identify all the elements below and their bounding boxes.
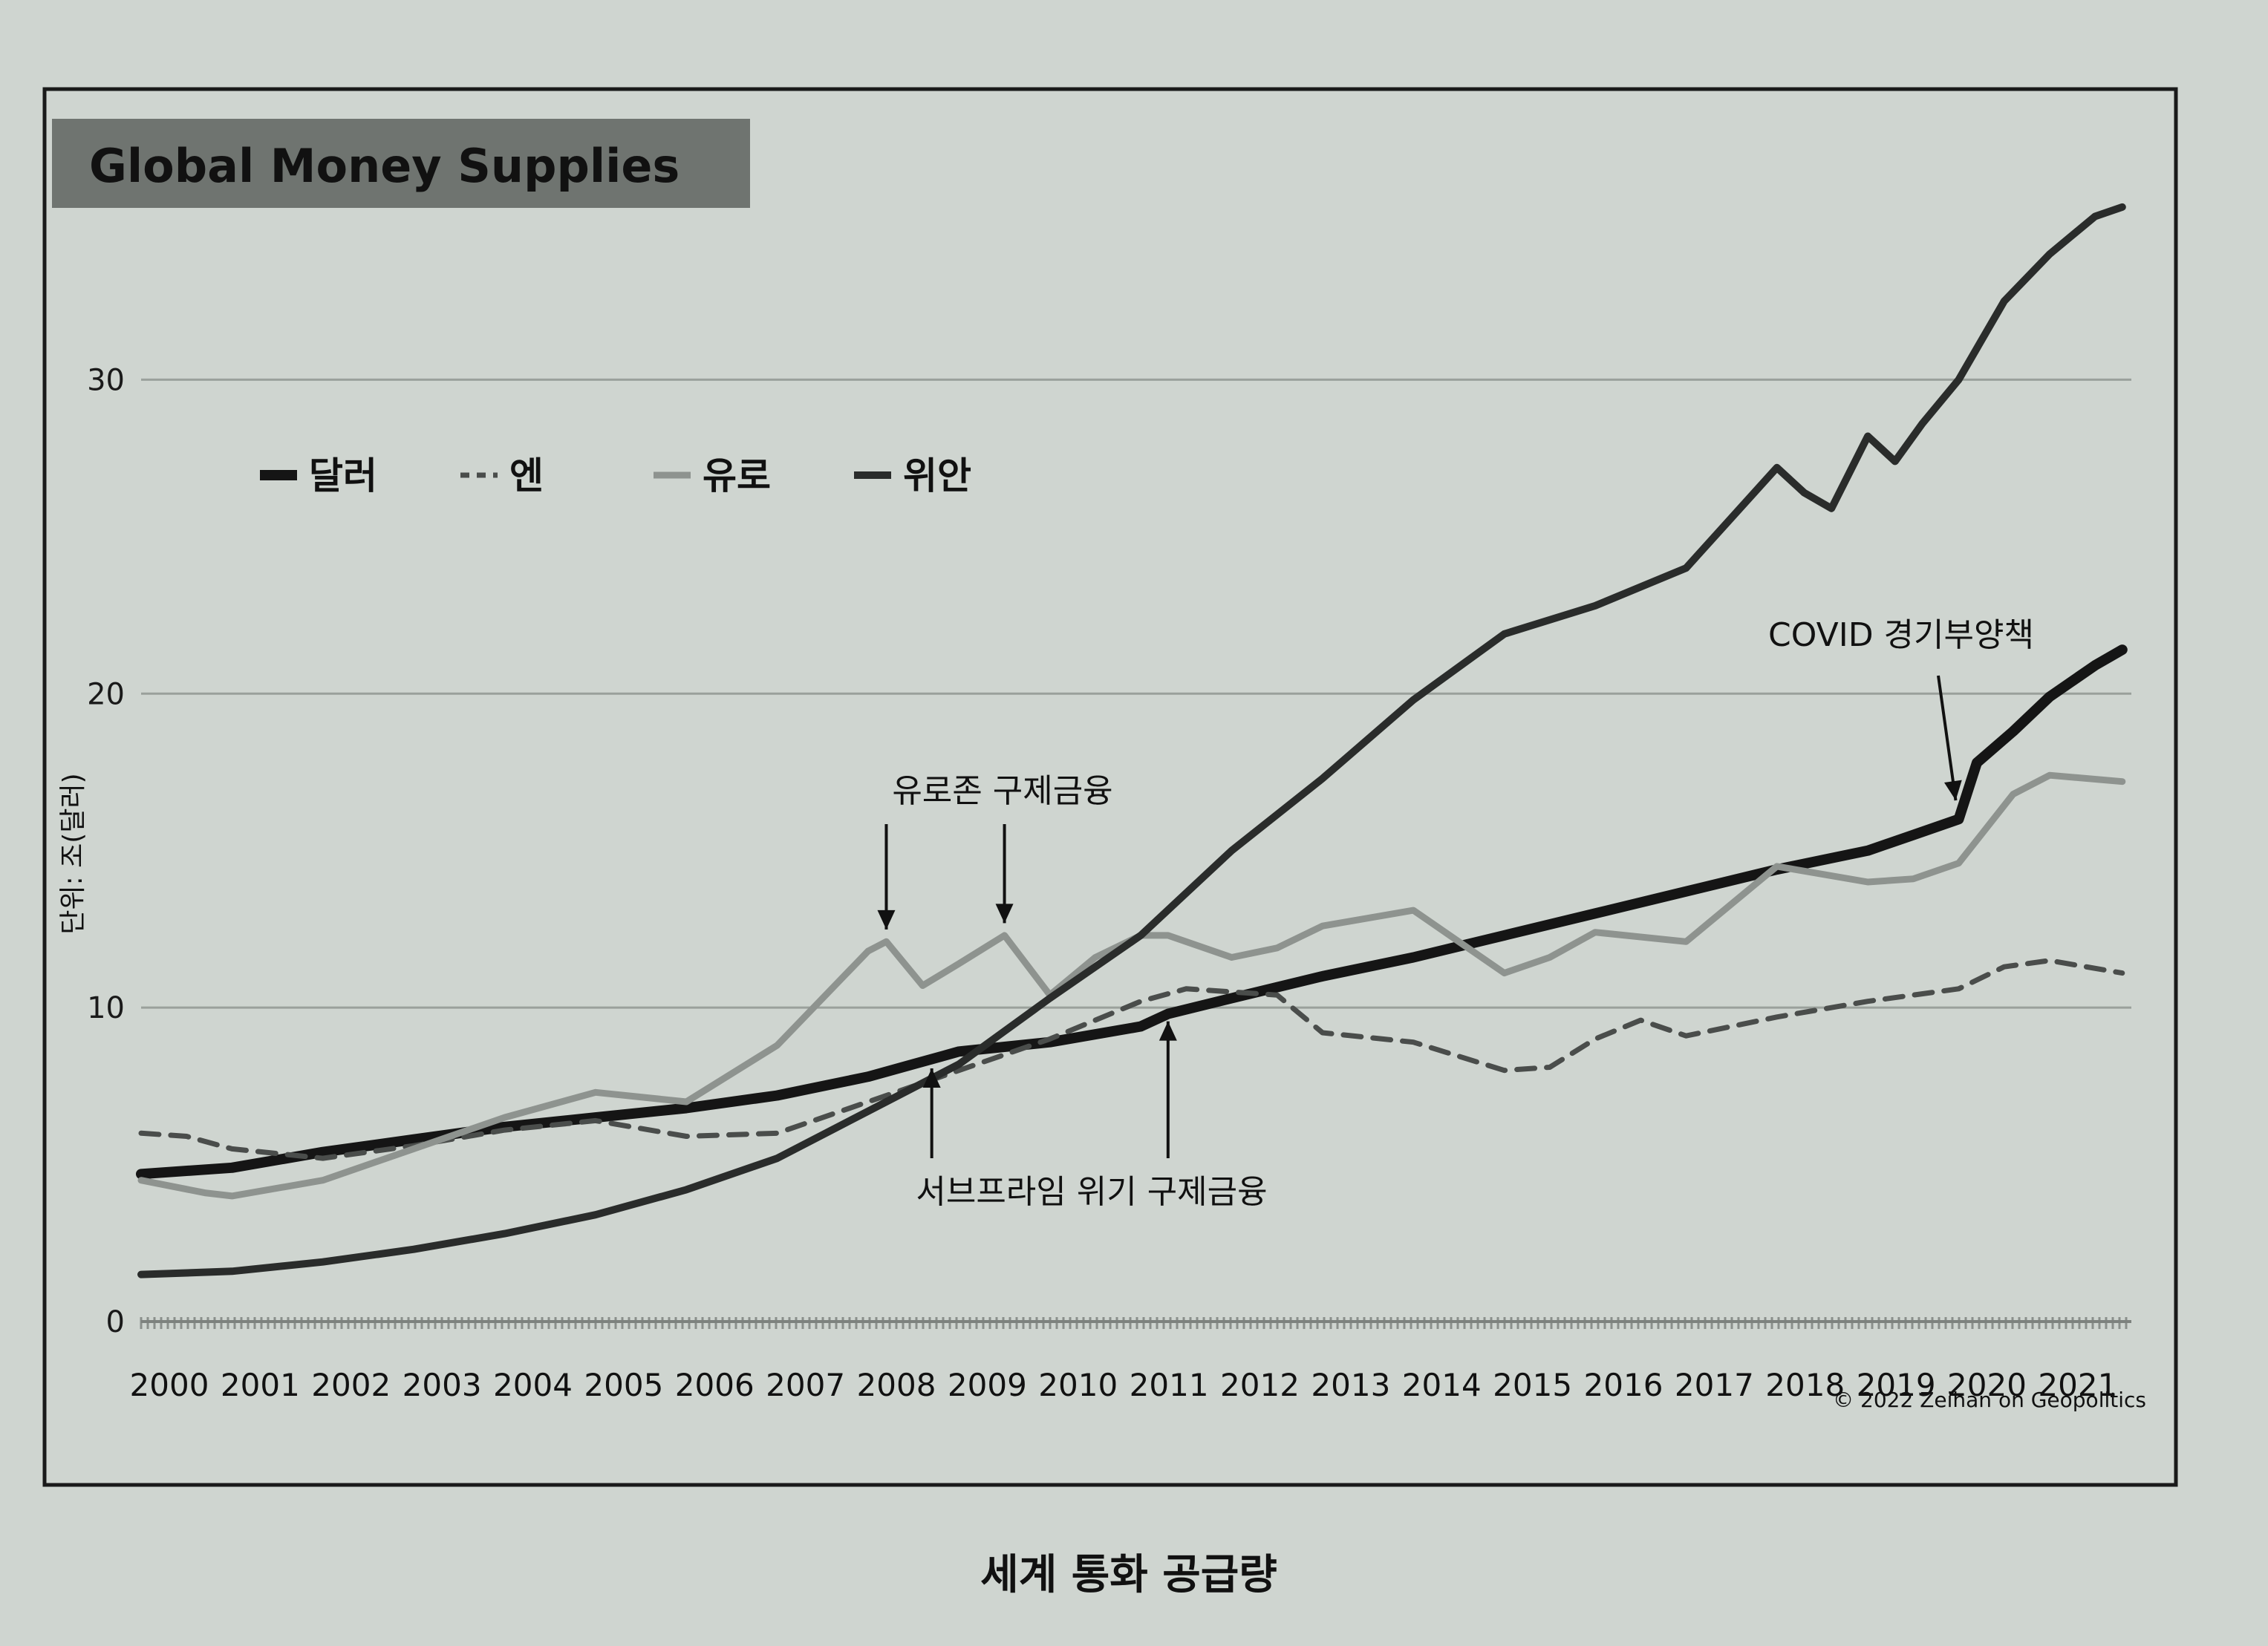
- series-line-dollar: [136, 644, 2128, 1180]
- series-line-yen: [138, 958, 2125, 1161]
- x-tick-label: 2010: [1038, 1367, 1118, 1403]
- x-tick-label: 2013: [1311, 1367, 1390, 1403]
- x-tick-label: 2020: [1947, 1367, 2027, 1403]
- x-tick-label: 2007: [766, 1367, 845, 1403]
- annotation-covid-arrow-head: [1944, 780, 1962, 801]
- x-tick-label: 2003: [403, 1367, 482, 1403]
- x-tick-label: 2001: [221, 1367, 300, 1403]
- annotation-covid-arrow-shaft: [1937, 675, 1958, 801]
- annotation-subprime-arrow-2-head: [1159, 1021, 1177, 1041]
- x-tick-label: 2012: [1220, 1367, 1300, 1403]
- y-tick-label: 30: [87, 363, 125, 397]
- x-tick-label: 2018: [1765, 1367, 1845, 1403]
- legend-label-yen: 엔: [509, 454, 544, 497]
- x-tick-label: 2021: [2038, 1367, 2117, 1403]
- legend-label-euro: 유로: [703, 454, 771, 497]
- legend-label-dollar: 달러: [309, 454, 377, 497]
- x-tick-label: 2009: [948, 1367, 1027, 1403]
- x-tick-label: 2008: [857, 1367, 936, 1403]
- annotation-eurozone-arrow-1-head: [877, 909, 896, 930]
- x-tick-label: 2000: [130, 1367, 209, 1403]
- y-tick-label: 20: [87, 677, 125, 711]
- x-tick-label: 2015: [1493, 1367, 1572, 1403]
- x-tick-label: 2004: [493, 1367, 573, 1403]
- y-axis-label: 단위: 조(달러): [58, 773, 88, 934]
- legend-label-yuan: 위안: [903, 454, 971, 497]
- x-tick-label: 2014: [1402, 1367, 1482, 1403]
- x-tick-label: 2005: [584, 1367, 663, 1403]
- x-tick-label: 2017: [1675, 1367, 1754, 1403]
- series-line-yuan: [137, 203, 2126, 1278]
- chart-title: Global Money Supplies: [89, 139, 680, 193]
- annotation-subprime-arrow-1-head: [922, 1068, 941, 1088]
- annotation-covid-label: COVID 경기부양책: [1768, 616, 2034, 654]
- credit-text: © 2022 Zeihan on Geopolitics: [1833, 1388, 2146, 1412]
- figure-caption: 세계 통화 공급량: [980, 1551, 1277, 1599]
- annotation-subprime-label: 서브프라임 위기 구제금융: [916, 1173, 1267, 1211]
- x-tick-label: 2016: [1584, 1367, 1663, 1403]
- annotation-eurozone-label: 유로존 구제금융: [892, 772, 1112, 810]
- x-tick-label: 2011: [1130, 1367, 1209, 1403]
- title-box: [52, 119, 750, 208]
- x-tick-label: 2002: [311, 1367, 391, 1403]
- chart-frame: [42, 87, 2178, 1487]
- annotation-eurozone-arrow-2-head: [995, 904, 1014, 924]
- y-tick-label: 10: [87, 991, 125, 1025]
- x-tick-label: 2006: [675, 1367, 755, 1403]
- x-tick-label: 2019: [1857, 1367, 1936, 1403]
- y-tick-label: 0: [106, 1305, 125, 1339]
